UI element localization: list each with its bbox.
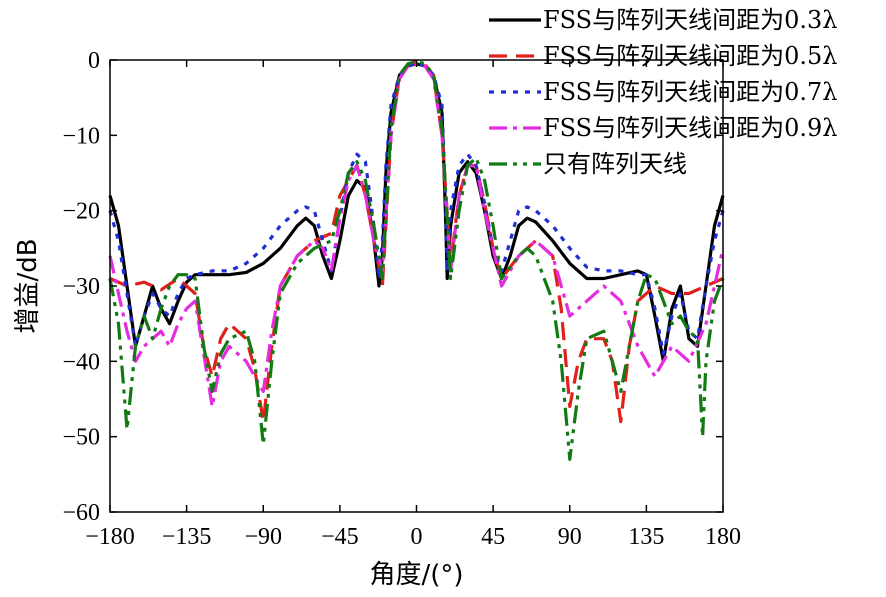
legend-label-1: FSS与阵列天线间距为0.3λ <box>543 6 838 34</box>
axis-ticks: −180 −135 −90 −45 0 45 90 135 180 0 −10 −20 −30 −40 −5… <box>62 48 741 550</box>
x-tick-label: 135 <box>628 524 664 550</box>
y-axis-label: 增益/dB <box>13 238 43 333</box>
x-tick-label: 90 <box>558 524 582 550</box>
series-line-5 <box>108 59 725 461</box>
x-tick-label: −45 <box>321 524 359 550</box>
legend: FSS与阵列天线间距为0.3λ FSS与阵列天线间距为0.5λ FSS与阵列天线间距… <box>489 6 838 178</box>
x-tick-label: 45 <box>481 524 505 550</box>
y-tick-label: −40 <box>62 349 100 375</box>
y-tick-label: −60 <box>62 500 100 526</box>
legend-label-4: FSS与阵列天线间距为0.9λ <box>543 114 838 142</box>
x-tick-label: 0 <box>411 524 423 550</box>
legend-label-3: FSS与阵列天线间距为0.7λ <box>543 78 838 106</box>
y-tick-label: 0 <box>88 48 100 74</box>
y-tick-label: −10 <box>62 123 100 149</box>
y-tick-label: −20 <box>62 199 100 225</box>
x-tick-label: −180 <box>85 524 135 550</box>
legend-label-5: 只有阵列天线 <box>543 150 687 178</box>
legend-label-2: FSS与阵列天线间距为0.5λ <box>543 42 838 70</box>
x-tick-label: −135 <box>162 524 212 550</box>
x-tick-label: −90 <box>244 524 282 550</box>
y-tick-label: −30 <box>62 274 100 300</box>
x-tick-label: 180 <box>705 524 741 550</box>
x-axis-label: 角度/(°) <box>369 560 463 590</box>
y-tick-label: −50 <box>62 425 100 451</box>
